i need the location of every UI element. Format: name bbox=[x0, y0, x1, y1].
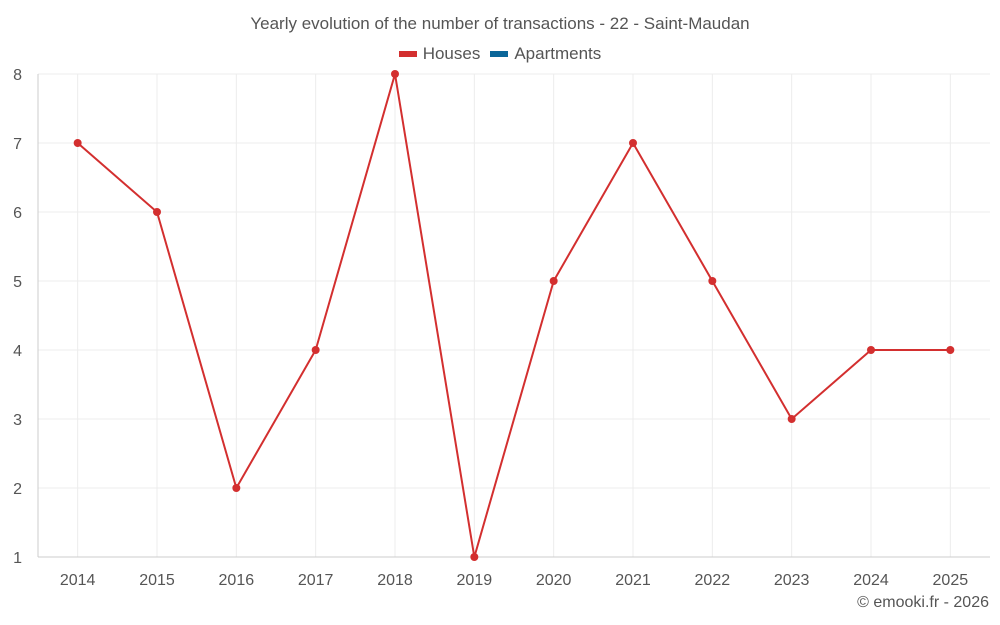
data-point-houses-2020 bbox=[549, 277, 558, 285]
legend-swatch-apartments bbox=[490, 51, 509, 57]
data-point-houses-2022 bbox=[708, 277, 717, 285]
data-point-houses-2021 bbox=[629, 139, 637, 147]
data-point-houses-2025 bbox=[946, 346, 955, 354]
x-tick-label-2023: 2023 bbox=[774, 572, 810, 589]
y-tick-label-3: 3 bbox=[13, 412, 22, 429]
y-tick-label-7: 7 bbox=[13, 136, 22, 153]
x-tick-label-2025: 2025 bbox=[933, 572, 969, 589]
y-tick-label-1: 1 bbox=[13, 550, 22, 567]
x-tick-label-2017: 2017 bbox=[298, 572, 334, 589]
data-point-houses-2015 bbox=[153, 208, 161, 216]
x-tick-label-2024: 2024 bbox=[853, 572, 889, 589]
data-point-houses-2014 bbox=[73, 139, 82, 147]
x-tick-label-2014: 2014 bbox=[60, 572, 96, 589]
data-point-houses-2023 bbox=[787, 415, 796, 423]
x-tick-label-2021: 2021 bbox=[615, 572, 651, 589]
x-tick-label-2016: 2016 bbox=[219, 572, 255, 589]
legend-item-apartments[interactable]: Apartments bbox=[490, 44, 601, 64]
chart-title: Yearly evolution of the number of transa… bbox=[250, 14, 750, 33]
y-tick-label-6: 6 bbox=[13, 205, 22, 222]
legend-label-houses: Houses bbox=[422, 44, 481, 63]
credit-text: © emooki.fr - 2026 bbox=[857, 594, 989, 611]
x-tick-label-2018: 2018 bbox=[377, 572, 413, 589]
legend-swatch-houses bbox=[398, 51, 417, 57]
legend: Houses Apartments bbox=[0, 44, 1000, 64]
legend-item-houses[interactable]: Houses bbox=[398, 44, 481, 64]
data-point-houses-2018 bbox=[391, 70, 399, 78]
x-tick-label-2022: 2022 bbox=[695, 572, 731, 589]
y-tick-label-4: 4 bbox=[13, 343, 22, 360]
data-point-houses-2024 bbox=[867, 346, 875, 354]
x-tick-label-2020: 2020 bbox=[536, 572, 572, 589]
y-tick-label-5: 5 bbox=[13, 274, 22, 291]
x-tick-label-2015: 2015 bbox=[139, 572, 175, 589]
y-tick-label-8: 8 bbox=[13, 67, 22, 84]
data-point-houses-2017 bbox=[311, 346, 320, 354]
legend-label-apartments: Apartments bbox=[514, 44, 602, 63]
x-tick-label-2019: 2019 bbox=[457, 572, 493, 589]
data-point-houses-2019 bbox=[470, 553, 479, 561]
y-tick-label-2: 2 bbox=[13, 481, 22, 498]
series-line-houses bbox=[77, 73, 951, 558]
data-point-houses-2016 bbox=[232, 484, 241, 492]
